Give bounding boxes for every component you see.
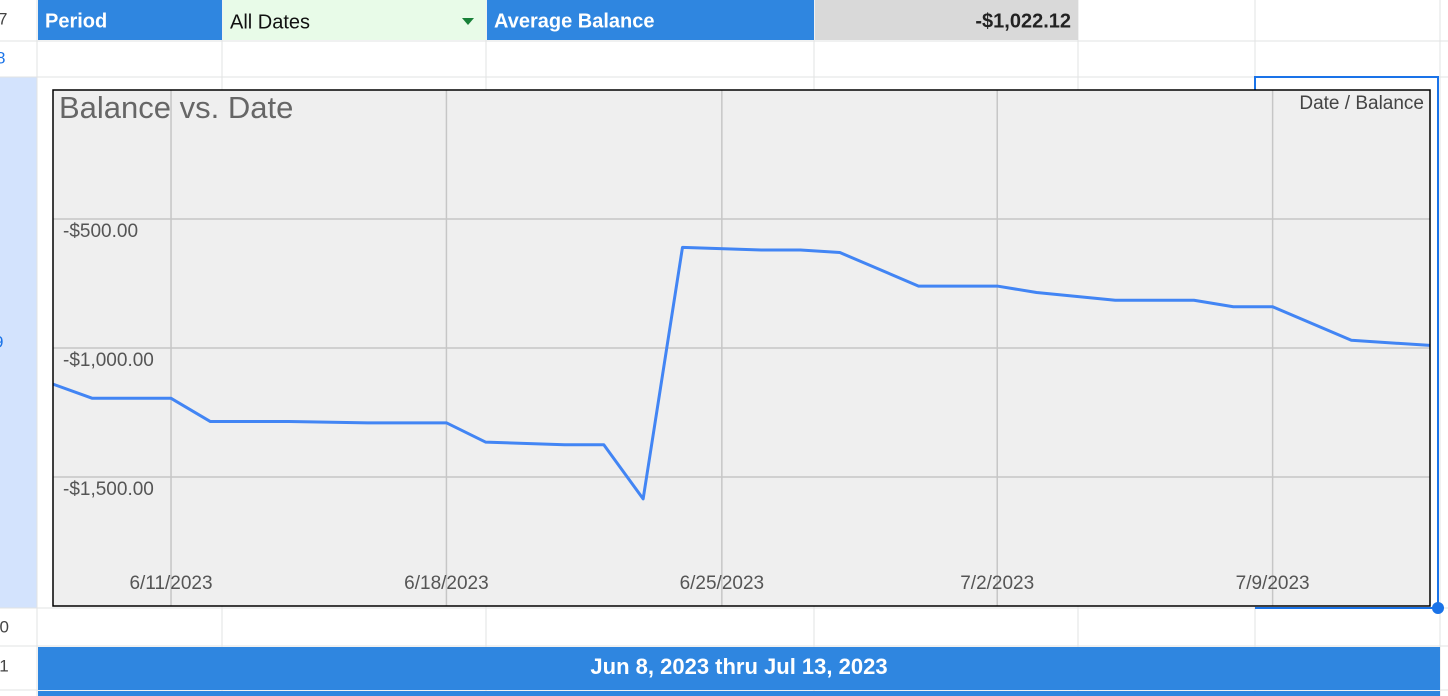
range-label: Jun 8, 2023 thru Jul 13, 2023	[590, 654, 887, 679]
row-number: 7	[0, 9, 7, 28]
period-value[interactable]: All Dates	[230, 11, 310, 33]
y-tick-label: -$1,500.00	[63, 479, 154, 500]
plot-area: 6/11/2023 6/18/2023 6/25/2023 7/2/2023 7/9/2…	[52, 90, 1431, 606]
row-number: 11	[0, 656, 9, 675]
row-number: 10	[0, 617, 9, 636]
chart[interactable]: 6/11/2023 6/18/2023 6/25/2023 7/2/2023 7/9/2…	[52, 89, 1431, 607]
row-number: 8	[0, 48, 5, 67]
x-tick-label: 7/2/2023	[960, 573, 1034, 594]
x-tick-label: 6/11/2023	[129, 573, 212, 594]
range-cell	[38, 647, 1440, 690]
average-value-cell	[815, 0, 1078, 40]
average-label-cell	[487, 0, 814, 40]
next-row	[38, 691, 1440, 696]
row-number: 9	[0, 332, 3, 351]
x-tick-label: 7/9/2023	[1236, 573, 1310, 594]
average-label: Average Balance	[494, 10, 654, 32]
selection-outline	[1254, 76, 1439, 609]
chart-annotation: Date / Balance	[1299, 93, 1424, 114]
chart-border	[52, 89, 1431, 607]
x-tick-label: 6/25/2023	[680, 573, 765, 594]
row-header-selected	[0, 77, 37, 608]
period-label-cell	[38, 0, 222, 40]
y-tick-label: -$1,000.00	[63, 350, 154, 371]
period-dropdown[interactable]	[223, 0, 486, 40]
x-tick-label: 6/18/2023	[404, 573, 489, 594]
selection-handle[interactable]	[1432, 602, 1444, 614]
balance-line	[52, 245, 1431, 501]
average-value: -$1,022.12	[975, 10, 1071, 32]
y-tick-label: -$500.00	[63, 221, 138, 242]
chart-title: Balance vs. Date	[59, 90, 293, 125]
dropdown-arrow[interactable]	[462, 18, 474, 25]
period-label: Period	[45, 10, 107, 32]
